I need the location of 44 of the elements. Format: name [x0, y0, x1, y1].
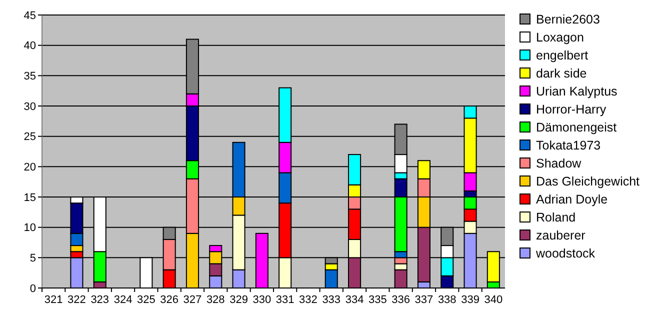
- x-tick-label: 336: [392, 294, 410, 306]
- x-tick-label: 321: [44, 294, 63, 306]
- x-tick-label: 324: [114, 294, 132, 306]
- y-tick-label: 40: [24, 40, 36, 52]
- x-tick-label: 340: [484, 294, 503, 306]
- x-tick-label: 331: [276, 294, 294, 306]
- y-tick-label: 20: [24, 162, 36, 174]
- x-tick-label: 325: [136, 294, 156, 306]
- x-tick-label: 333: [322, 294, 341, 306]
- y-tick-label: 25: [24, 131, 36, 144]
- x-tick-label: 330: [252, 294, 272, 306]
- x-tick-label: 323: [90, 294, 110, 306]
- x-tick-label: 322: [68, 294, 86, 306]
- legend-label: Tokata1973: [536, 138, 601, 152]
- legend-label: Adrian Doyle: [536, 192, 608, 206]
- y-tick-label: 5: [30, 252, 36, 265]
- x-tick-label: 338: [438, 294, 456, 306]
- legend-label: Horror-Harry: [536, 102, 607, 116]
- y-tick-label: 45: [24, 10, 36, 22]
- x-tick-label: 327: [183, 294, 202, 306]
- x-tick-label: 337: [414, 294, 434, 306]
- legend-label: Dämonengeist: [536, 120, 618, 134]
- legend-label: Bernie2603: [536, 12, 600, 26]
- y-tick-label: 15: [24, 192, 36, 204]
- legend-label: zauberer: [536, 228, 586, 242]
- x-tick-label: 332: [299, 294, 318, 306]
- legend-label: Roland: [536, 210, 576, 224]
- legend-label: engelbert: [536, 48, 589, 62]
- legend-label: woodstock: [535, 246, 596, 260]
- legend-label: Das Gleichgewicht: [536, 174, 640, 188]
- legend-label: Shadow: [536, 156, 582, 170]
- y-tick-label: 0: [30, 282, 36, 295]
- y-tick-label: 10: [24, 222, 36, 234]
- x-tick-label: 339: [461, 294, 480, 306]
- x-tick-label: 329: [230, 294, 248, 306]
- legend-label: dark side: [536, 66, 587, 80]
- y-tick-label: 30: [24, 100, 36, 113]
- x-tick-label: 335: [368, 294, 387, 306]
- legend-label: Urian Kalyptus: [536, 84, 618, 98]
- legend-label: Loxagon: [536, 30, 584, 44]
- y-tick-label: 35: [24, 70, 36, 83]
- x-tick-label: 334: [345, 294, 364, 306]
- x-tick-label: 326: [160, 294, 179, 306]
- x-tick-label: 328: [206, 294, 225, 306]
